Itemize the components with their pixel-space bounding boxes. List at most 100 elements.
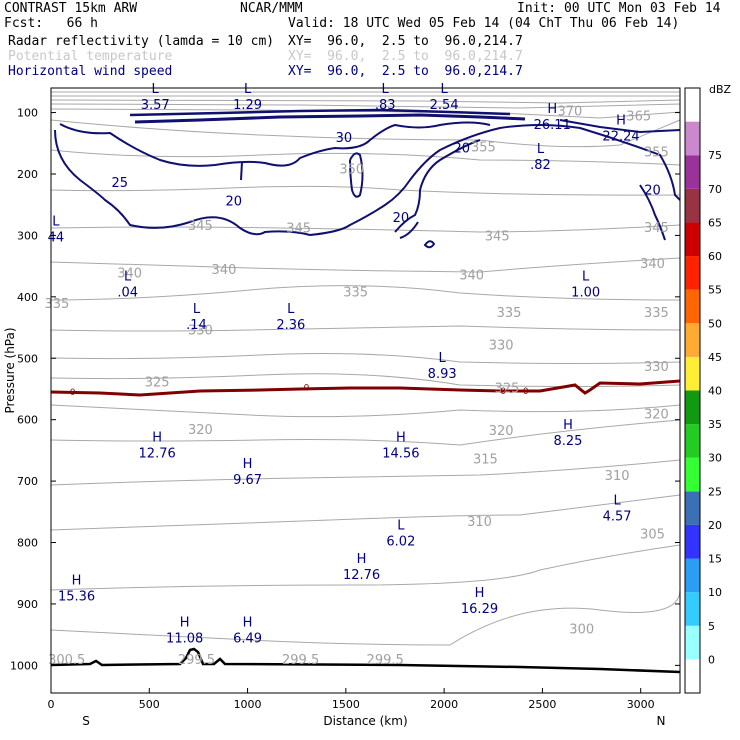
extremum-value: 16.29	[461, 602, 498, 617]
extremum-kind: L	[439, 351, 447, 366]
y-tick-label: 900	[17, 598, 38, 611]
colorbar-level-label: 5	[708, 620, 715, 633]
extremum-kind: H	[72, 574, 82, 589]
terrain-line	[50, 647, 681, 674]
theta-label: 305	[640, 527, 665, 542]
colorbar-level-label: 50	[708, 317, 722, 330]
colorbar-level-label: 75	[708, 149, 722, 162]
x-tick-label: 1500	[332, 698, 360, 711]
colorbar-swatch	[685, 289, 700, 324]
wind-speed-label: 20	[393, 211, 410, 226]
colorbar-swatch	[685, 256, 700, 290]
colorbar-frame	[684, 87, 701, 694]
extremum-value: 1.29	[233, 98, 262, 113]
y-tick-label: 100	[17, 107, 38, 120]
extremum-value: 1.00	[571, 286, 600, 301]
colorbar-swatch	[685, 222, 700, 257]
extremum-kind: H	[475, 586, 485, 601]
colorbar-swatch	[685, 592, 700, 626]
extremum-value: 6.49	[233, 631, 262, 646]
colorbar-swatch	[685, 356, 700, 391]
theta-label: 330	[188, 323, 213, 338]
y-tick-label: 200	[17, 168, 38, 181]
theta-label: 340	[459, 269, 484, 284]
wind-speed-label: 20	[454, 142, 471, 157]
extremum-kind: L	[193, 302, 201, 317]
theta-label: 320	[188, 423, 213, 438]
colorbar-level-label: 10	[708, 586, 722, 599]
extremum-value: 12.76	[139, 446, 176, 461]
extremum-value: 14.56	[382, 446, 419, 461]
colorbar-swatch	[685, 457, 700, 492]
wind-speed-contours	[54, 108, 681, 249]
y-tick-label: 800	[17, 537, 38, 550]
y-tick-label: 1000	[10, 659, 38, 672]
colorbar-level-label: 30	[708, 452, 722, 465]
theta-label: 335	[497, 306, 522, 321]
extremum-kind: H	[243, 457, 253, 472]
wind-speed-label: 25	[112, 176, 129, 191]
extremum-kind: L	[382, 82, 390, 97]
extremum-value: 44	[48, 230, 65, 245]
y-tick-label: 600	[17, 414, 38, 427]
extremum-kind: L	[397, 518, 405, 533]
freezing-level-label: 0	[304, 384, 310, 394]
theta-label: 310	[605, 469, 630, 484]
x-tick-label: 2000	[430, 698, 458, 711]
x-tick-label: 2500	[528, 698, 556, 711]
y-axis: 1002003004005006007008009001000Pressure …	[3, 107, 680, 672]
colorbar-swatch	[685, 390, 700, 425]
extremum-kind: H	[152, 430, 162, 445]
colorbar-swatch	[685, 558, 700, 593]
extremum-value: 15.36	[58, 590, 95, 605]
plot-area	[51, 88, 680, 693]
theta-label: 370	[558, 105, 583, 120]
wind-speed-label: 30	[336, 131, 353, 146]
extremum-kind: L	[441, 82, 449, 97]
x-tick-label: 0	[48, 698, 55, 711]
x-tick-label: 1000	[234, 698, 262, 711]
colorbar-level-label: 55	[708, 284, 722, 297]
theta-label: 320	[644, 408, 669, 423]
theta-label: 325	[145, 376, 170, 391]
colorbar-swatch	[685, 155, 700, 189]
theta-label: 299.5	[178, 653, 215, 668]
theta-label: 350	[339, 162, 364, 177]
extremum-kind: L	[287, 302, 295, 317]
colorbar-swatch	[685, 424, 700, 458]
freezing-level-label: 0	[523, 387, 529, 397]
colorbar-level-label: 45	[708, 351, 722, 364]
theta-label: 345	[644, 221, 669, 236]
theta-label: 320	[489, 424, 514, 439]
extremum-value: 8.93	[428, 367, 457, 382]
colorbar-level-label: 15	[708, 553, 722, 566]
theta-label: 300	[569, 623, 594, 638]
init-time: Init: 00 UTC Mon 03 Feb 14	[517, 1, 721, 16]
y-tick-label: 300	[17, 229, 38, 242]
theta-label: 340	[117, 266, 142, 281]
theta-label: 340	[212, 263, 237, 278]
colorbar-level-label: 70	[708, 183, 722, 196]
y-tick-label: 400	[17, 291, 38, 304]
extremum-kind: L	[152, 82, 160, 97]
extremum-kind: L	[244, 82, 252, 97]
freezing-level-labels: 0 0 0 0	[70, 384, 529, 398]
valid-time: Valid: 18 UTC Wed 05 Feb 14 (04 ChT Thu …	[288, 16, 680, 31]
colorbar-level-label: 20	[708, 519, 722, 532]
extremum-kind: H	[616, 114, 626, 129]
extremum-value: .83	[375, 98, 396, 113]
extremum-value: 26.11	[534, 118, 571, 133]
y-axis-label: Pressure (hPa)	[3, 327, 17, 413]
theta-label: 299.5	[282, 653, 319, 668]
extremum-value: 22.24	[602, 130, 639, 145]
colorbar-level-label: 35	[708, 418, 722, 431]
theta-label: 330	[644, 360, 669, 375]
colorbar-swatch	[685, 524, 700, 559]
field-reflectivity-name: Radar reflectivity (lamda = 10 cm)	[8, 34, 275, 49]
freezing-level-line	[50, 379, 681, 397]
colorbar-swatch	[685, 323, 700, 357]
extremum-value: 2.36	[276, 318, 305, 333]
extremum-value: 6.02	[386, 534, 415, 549]
